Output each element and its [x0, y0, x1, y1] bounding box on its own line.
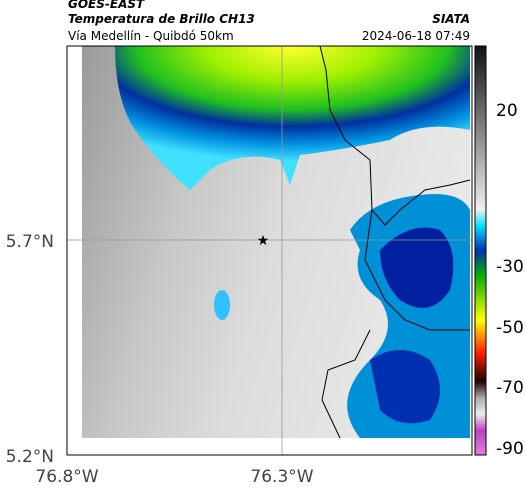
timestamp: 2024-06-18 07:49: [362, 29, 470, 43]
coastline: [319, 45, 471, 439]
satellite-image: [82, 46, 470, 438]
colorbar: [474, 45, 487, 456]
colorbar-tick: 20: [496, 101, 518, 121]
colorbar-tick: -70: [496, 378, 524, 398]
colorbar-tick: -30: [496, 257, 524, 277]
y-tick-label: 5.7°N: [6, 232, 54, 252]
region: Vía Medellín - Quibdó 50km: [68, 29, 234, 43]
product: Temperatura de Brillo CH13: [68, 12, 255, 26]
colorbar-tick: -90: [496, 439, 524, 459]
y-tick-label: 5.2°N: [6, 447, 54, 467]
colorbar-tick: -50: [496, 318, 524, 338]
x-tick-label: 76.8°W: [35, 467, 98, 487]
location-marker: ★: [257, 233, 270, 249]
frame: [66, 45, 473, 456]
satellite: GOES-EAST: [68, 0, 145, 11]
x-tick-label: 76.3°W: [250, 467, 313, 487]
source: SIATA: [432, 12, 470, 26]
